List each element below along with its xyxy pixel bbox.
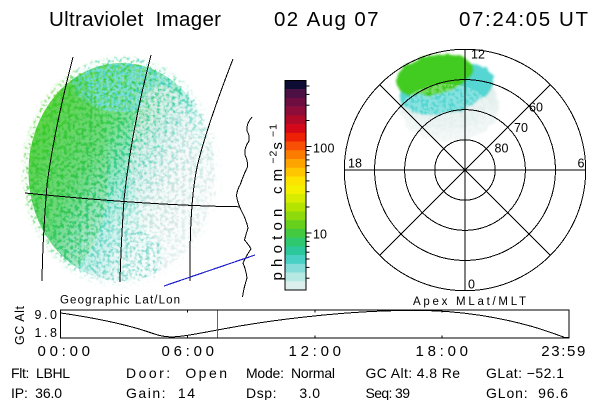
- svg-text:0: 0: [468, 278, 475, 292]
- svg-text:60: 60: [529, 101, 543, 115]
- svg-text:12:00: 12:00: [289, 343, 342, 360]
- svg-text:02 Aug 07: 02 Aug 07: [274, 8, 379, 31]
- svg-text:12: 12: [471, 48, 485, 62]
- svg-text:IP: 36.0: IP: 36.0: [11, 385, 62, 400]
- svg-text:GLon: 96.6: GLon: 96.6: [486, 385, 568, 400]
- svg-text:Dsp: 3.0: Dsp: 3.0: [246, 385, 320, 400]
- svg-text:9.0: 9.0: [35, 308, 58, 322]
- svg-text:07:24:05 UT: 07:24:05 UT: [459, 8, 588, 31]
- svg-text:GC Alt: 4.8 Re: GC Alt: 4.8 Re: [366, 365, 461, 381]
- svg-text:1.8: 1.8: [35, 326, 58, 340]
- svg-text:Mode: Normal: Mode: Normal: [246, 365, 335, 381]
- svg-text:100: 100: [313, 142, 335, 156]
- svg-text:6: 6: [578, 157, 585, 171]
- svg-text:GLat: −52.1: GLat: −52.1: [486, 365, 564, 381]
- svg-text:Ultraviolet Imager: Ultraviolet Imager: [49, 8, 221, 31]
- svg-text:18: 18: [348, 157, 362, 171]
- svg-text:10: 10: [313, 228, 327, 242]
- svg-text:Flt: LBHL: Flt: LBHL: [11, 365, 70, 381]
- svg-text:Seq: 39: Seq: 39: [366, 385, 411, 400]
- svg-text:00:00: 00:00: [38, 343, 91, 360]
- svg-text:06:00: 06:00: [162, 343, 215, 360]
- svg-text:Apex MLat/MLT: Apex MLat/MLT: [413, 296, 526, 308]
- svg-text:23:59: 23:59: [541, 343, 585, 360]
- svg-text:80: 80: [495, 142, 509, 156]
- svg-text:70: 70: [514, 121, 528, 135]
- svg-text:18:00: 18:00: [416, 343, 469, 360]
- svg-text:GC Alt: GC Alt: [13, 305, 27, 345]
- svg-text:Geographic Lat/Lon: Geographic Lat/Lon: [60, 295, 180, 307]
- svg-text:photon cm−2s−1: photon cm−2s−1: [268, 123, 287, 281]
